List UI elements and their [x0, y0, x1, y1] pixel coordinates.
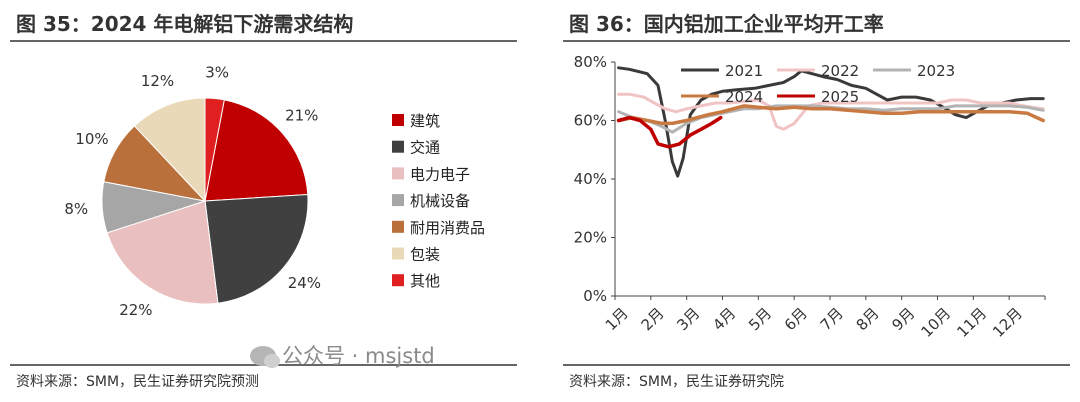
x-tick-label: 9月 — [888, 304, 918, 334]
title-rule — [563, 40, 1070, 42]
watermark: 公众号 · msjstd — [250, 340, 435, 370]
figure-35-source: 资料来源：SMM，民生证券研究院预测 — [16, 374, 260, 390]
series-line-2024 — [616, 104, 1045, 126]
legend-item-label: 耐用消费品 — [410, 219, 485, 237]
series-line-2021 — [617, 66, 1045, 178]
legend-item-label: 2025 — [821, 88, 859, 106]
line-chart: 0% 20% 40% 60% 80% 1月 2月 3月 4月 5月 6月 7月 8月 9月10月11月12… — [574, 53, 1046, 341]
pie-data-label: 3% — [205, 64, 229, 82]
wechat-icon — [250, 346, 280, 368]
pie-slice-2 — [204, 194, 309, 304]
y-tick-label: 20% — [574, 229, 607, 247]
x-tick-label: 8月 — [853, 304, 883, 334]
legend-item-label: 其他 — [410, 272, 440, 290]
pie-slice-7 — [204, 97, 225, 202]
y-tick-label: 80% — [574, 53, 607, 71]
legend-item-label: 2022 — [821, 62, 859, 80]
source-rule — [563, 364, 1070, 366]
legend-swatch — [392, 114, 404, 126]
legend-swatch — [392, 247, 404, 260]
pie-slice-3 — [106, 200, 219, 305]
y-tick-label: 0% — [583, 287, 607, 305]
legend-item-label: 建筑 — [410, 112, 440, 130]
x-tick-label: 10月 — [917, 304, 954, 341]
legend-item-label: 机械设备 — [410, 192, 470, 210]
legend-swatch — [392, 274, 404, 287]
x-tick-label: 5月 — [745, 304, 775, 334]
figure-35-title: 图 35：2024 年电解铝下游需求结构 — [16, 12, 354, 36]
legend-swatch — [392, 194, 404, 207]
x-tick-label: 3月 — [673, 304, 703, 334]
pie-slice-6 — [133, 97, 206, 203]
legend-item-label: 电力电子 — [410, 165, 470, 183]
x-tick-label: 7月 — [817, 304, 847, 334]
pie-data-label: 24% — [288, 274, 321, 292]
pie-data-label: 12% — [141, 72, 174, 90]
x-tick-label: 11月 — [953, 304, 990, 341]
legend-swatch — [392, 220, 404, 233]
series-line-2023 — [617, 104, 1045, 134]
legend-item-label: 交通 — [410, 139, 440, 157]
legend-swatch — [392, 167, 404, 180]
legend-item-label: 2021 — [725, 62, 763, 80]
x-tick-label: 2月 — [638, 304, 668, 334]
title-rule — [10, 40, 517, 42]
legend-swatch — [392, 140, 404, 153]
x-tick-label: 12月 — [989, 304, 1026, 341]
figure-36-source: 资料来源：SMM，民生证券研究院 — [569, 374, 785, 390]
x-tick-label: 1月 — [602, 304, 632, 334]
legend-item-label: 包装 — [410, 246, 440, 264]
legend-item-label: 2024 — [725, 88, 763, 106]
pie-data-label: 21% — [285, 107, 318, 125]
pie-data-label: 10% — [75, 130, 108, 148]
pie-slice-1 — [204, 99, 309, 202]
y-tick-label: 60% — [574, 112, 607, 130]
figure-36-panel: 图 36：国内铝加工企业平均开工率 0% 20% 40% 60% 80% 1月 2月 3月 4月… — [553, 0, 1080, 402]
pie-data-label: 22% — [119, 301, 152, 319]
figure-36-title: 图 36：国内铝加工企业平均开工率 — [569, 12, 884, 36]
x-tick-label: 4月 — [709, 304, 739, 334]
x-tick-label: 6月 — [781, 304, 811, 334]
pie-data-label: 8% — [64, 200, 88, 218]
series-line-2025 — [616, 115, 723, 149]
watermark-text: 公众号 · msjstd — [282, 344, 435, 368]
y-tick-label: 40% — [574, 170, 607, 188]
legend-item-label: 2023 — [917, 62, 955, 80]
figure-35-panel: 图 35：2024 年电解铝下游需求结构 21% 24% 22% 8% 10% 12% 3%… — [0, 0, 527, 402]
